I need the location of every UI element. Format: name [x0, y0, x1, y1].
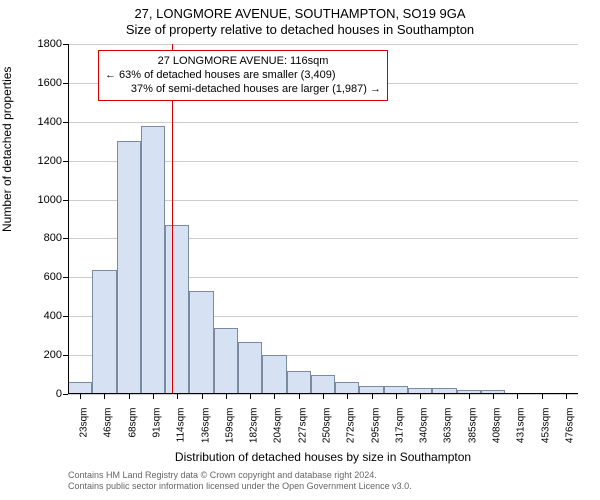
x-tick-mark [493, 394, 494, 399]
x-tick-mark [469, 394, 470, 399]
y-tick-mark [63, 161, 68, 162]
x-tick-label: 272sqm [346, 408, 357, 444]
annotation-line: 27 LONGMORE AVENUE: 116sqm [105, 55, 381, 69]
y-tick-mark [63, 316, 68, 317]
y-tick-mark [63, 122, 68, 123]
y-tick-label: 1200 [22, 155, 62, 167]
y-tick-mark [63, 238, 68, 239]
title-block: 27, LONGMORE AVENUE, SOUTHAMPTON, SO19 9… [0, 0, 600, 37]
x-tick-mark [517, 394, 518, 399]
y-tick-label: 200 [22, 349, 62, 361]
y-axis-label: Number of detached properties [0, 212, 14, 232]
y-tick-mark [63, 355, 68, 356]
x-tick-mark [104, 394, 105, 399]
x-tick-mark [323, 394, 324, 399]
x-tick-label: 295sqm [370, 408, 381, 444]
annotation-line: ← 63% of detached houses are smaller (3,… [105, 69, 381, 83]
title-line-1: 27, LONGMORE AVENUE, SOUTHAMPTON, SO19 9… [0, 6, 600, 22]
y-tick-label: 1800 [22, 38, 62, 50]
x-tick-label: 476sqm [564, 408, 575, 444]
y-tick-label: 600 [22, 271, 62, 283]
x-tick-label: 363sqm [443, 408, 454, 444]
y-tick-label: 400 [22, 310, 62, 322]
x-tick-label: 46sqm [103, 408, 114, 438]
x-tick-mark [153, 394, 154, 399]
x-tick-mark [202, 394, 203, 399]
footer-line-2: Contains public sector information licen… [68, 481, 578, 492]
footer-line-1: Contains HM Land Registry data © Crown c… [68, 470, 578, 481]
histogram-bar [189, 291, 213, 394]
x-tick-mark [444, 394, 445, 399]
y-tick-label: 1400 [22, 116, 62, 128]
y-tick-label: 800 [22, 232, 62, 244]
grid-line [68, 44, 578, 45]
x-tick-mark [347, 394, 348, 399]
x-tick-label: 340sqm [419, 408, 430, 444]
x-tick-label: 114sqm [176, 408, 187, 443]
x-tick-label: 453sqm [540, 408, 551, 444]
x-tick-mark [177, 394, 178, 399]
footer-text: Contains HM Land Registry data © Crown c… [68, 470, 578, 493]
histogram-bar [287, 371, 311, 394]
histogram-bar [141, 126, 165, 394]
x-tick-label: 250sqm [322, 408, 333, 444]
x-tick-mark [299, 394, 300, 399]
x-tick-mark [80, 394, 81, 399]
y-tick-label: 0 [22, 388, 62, 400]
y-tick-mark [63, 83, 68, 84]
x-tick-mark [420, 394, 421, 399]
grid-line [68, 122, 578, 123]
x-tick-mark [226, 394, 227, 399]
x-tick-label: 159sqm [224, 408, 235, 444]
x-tick-mark [372, 394, 373, 399]
y-tick-mark [63, 277, 68, 278]
x-tick-mark [396, 394, 397, 399]
x-tick-mark [274, 394, 275, 399]
chart-container: 27, LONGMORE AVENUE, SOUTHAMPTON, SO19 9… [0, 0, 600, 500]
y-tick-label: 1000 [22, 194, 62, 206]
x-tick-mark [566, 394, 567, 399]
x-tick-label: 23sqm [79, 408, 90, 438]
histogram-bar [165, 225, 189, 394]
x-tick-label: 68sqm [127, 408, 138, 438]
annotation-box: 27 LONGMORE AVENUE: 116sqm← 63% of detac… [98, 50, 388, 101]
x-tick-label: 431sqm [516, 408, 527, 444]
title-line-2: Size of property relative to detached ho… [0, 22, 600, 38]
y-tick-label: 1600 [22, 77, 62, 89]
histogram-bar [311, 375, 335, 394]
x-tick-label: 227sqm [297, 408, 308, 444]
x-axis-label: Distribution of detached houses by size … [68, 450, 578, 464]
x-tick-label: 317sqm [394, 408, 405, 444]
histogram-bar [214, 328, 238, 394]
y-tick-mark [63, 394, 68, 395]
y-tick-mark [63, 200, 68, 201]
histogram-bar [117, 141, 141, 394]
x-tick-mark [129, 394, 130, 399]
y-axis-line [68, 44, 69, 394]
x-tick-label: 182sqm [249, 408, 260, 444]
histogram-bar [238, 342, 262, 395]
x-tick-mark [542, 394, 543, 399]
x-tick-label: 385sqm [467, 408, 478, 444]
x-tick-label: 136sqm [200, 408, 211, 444]
histogram-bar [92, 270, 116, 394]
x-tick-label: 91sqm [152, 408, 163, 438]
x-tick-label: 204sqm [273, 408, 284, 444]
annotation-line: 37% of semi-detached houses are larger (… [105, 83, 381, 97]
x-tick-label: 408sqm [492, 408, 503, 444]
histogram-bar [262, 355, 286, 394]
y-tick-mark [63, 44, 68, 45]
x-tick-mark [250, 394, 251, 399]
